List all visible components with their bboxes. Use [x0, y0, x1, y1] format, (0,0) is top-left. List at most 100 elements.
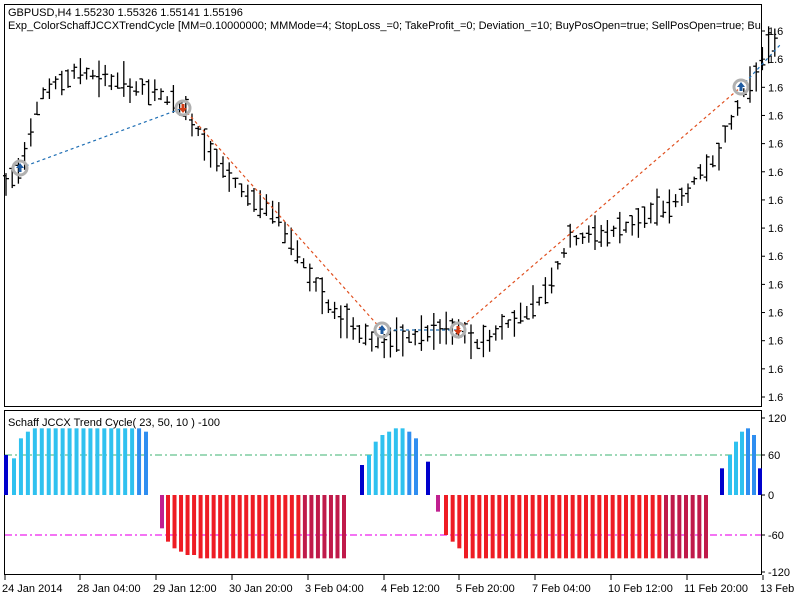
histogram-bar-negative	[283, 495, 288, 559]
time-axis-label: 11 Feb 20:00	[684, 583, 748, 595]
buy-marker-ring	[373, 321, 391, 339]
price-axis-label: 1.6	[768, 195, 783, 207]
histogram-bar-positive	[137, 428, 142, 495]
price-axis-label: 1.6	[768, 392, 783, 404]
histogram-bar-positive	[81, 428, 86, 495]
histogram-bar-negative	[302, 495, 307, 559]
histogram-bar-positive	[144, 431, 148, 495]
histogram-bar-negative	[624, 495, 628, 559]
histogram-bar-positive	[752, 435, 756, 495]
price-axis-label: 1.6	[768, 336, 783, 348]
histogram-bar-negative	[564, 495, 568, 559]
histogram-bar-negative	[510, 495, 515, 559]
histogram-bar-negative	[497, 495, 502, 559]
histogram-bar-negative	[224, 495, 229, 559]
histogram-bar-negative	[450, 495, 455, 542]
histogram-bar-positive	[32, 428, 37, 495]
histogram-bar-positive	[39, 428, 44, 495]
histogram-bar-negative	[604, 495, 608, 559]
histogram-bar-negative	[704, 495, 708, 559]
histogram-bar-negative	[205, 495, 210, 559]
histogram-bar-positive	[4, 455, 8, 495]
indicator-axis-label: -120	[768, 567, 790, 579]
sell-arrow-icon	[179, 104, 187, 113]
buy-arrow-icon	[16, 163, 24, 172]
histogram-bar-positive	[74, 428, 79, 495]
histogram-bar-negative	[160, 495, 164, 529]
histogram-bar-negative	[289, 495, 294, 559]
price-pane-frame	[4, 4, 762, 407]
histogram-bar-positive	[373, 441, 378, 495]
histogram-bar-negative	[650, 495, 655, 559]
histogram-bar-negative	[677, 495, 682, 559]
histogram-bar-negative	[296, 495, 301, 559]
sell-marker-ring	[449, 321, 467, 339]
indicator-label: Schaff JCCX Trend Cycle( 23, 50, 10 ) -1…	[8, 417, 220, 429]
histogram-bar-negative	[192, 495, 197, 555]
price-axis: 1.6 1.6 1.6 1.6 1.6 1.6 1.6 1.6 1.6 1.6 1.6 1.6 1.6 1…	[761, 26, 783, 404]
histogram-bar-negative	[537, 495, 542, 559]
histogram-bar-negative	[690, 495, 695, 559]
histogram-bar-positive	[758, 468, 762, 495]
histogram-bar-negative	[270, 495, 275, 559]
indicator-axis-label: 60	[768, 450, 780, 462]
indicator-axis-label: 0	[768, 490, 774, 502]
histogram-bar-negative	[484, 495, 488, 559]
histogram-bar-negative	[322, 495, 327, 559]
histogram-bar-negative	[570, 495, 575, 559]
histogram-bar-negative	[550, 495, 555, 559]
price-axis-label: 1.6	[768, 26, 783, 38]
histogram-bar-positive	[102, 428, 107, 495]
histogram-bar-negative	[436, 495, 440, 512]
price-axis-label: 1.6	[768, 364, 783, 376]
indicator-axis-label: 120	[768, 413, 786, 425]
trade-lines	[19, 44, 781, 331]
sell-marker-ring	[174, 99, 192, 117]
time-axis-label: 7 Feb 04:00	[532, 583, 591, 595]
histogram-bar-positive	[360, 465, 364, 495]
buy-marker-ring	[732, 78, 750, 96]
histogram-bar-negative	[309, 495, 314, 559]
histogram-bar-positive	[53, 428, 58, 495]
time-axis: 24 Jan 2014 28 Jan 04:00 29 Jan 12:00 30 Ja…	[2, 575, 794, 595]
time-axis-label: 29 Jan 12:00	[153, 583, 217, 595]
symbol-quote-label: GBPUSD,H4 1.55230 1.55326 1.55141 1.5519…	[8, 7, 243, 19]
trade-connector-line	[19, 107, 184, 169]
histogram-bar-negative	[670, 495, 675, 559]
histogram-bar-negative	[517, 495, 522, 559]
histogram-bar-negative	[179, 495, 184, 552]
histogram-bar-negative	[263, 495, 268, 559]
histogram-bar-positive	[380, 435, 385, 495]
histogram-bar-negative	[637, 495, 642, 559]
buy-arrow-icon	[378, 325, 386, 334]
histogram-bar-negative	[617, 495, 622, 559]
histogram-bar-negative	[504, 495, 508, 559]
histogram-bar-negative	[276, 495, 281, 559]
histogram-bar-negative	[530, 495, 535, 559]
histogram-bar-positive	[387, 431, 392, 495]
histogram-bar-negative	[630, 495, 635, 559]
expert-params-label: Exp_ColorSchaffJCCXTrendCycle [MM=0.1000…	[8, 20, 761, 32]
histogram-bar-negative	[166, 495, 170, 542]
histogram-bar-positive	[400, 428, 405, 495]
time-axis-label: 13 Feb	[760, 583, 794, 595]
indicator-axis-label: -60	[768, 530, 784, 542]
time-axis-label: 4 Feb 12:00	[381, 583, 440, 595]
time-axis-label: 5 Feb 20:00	[456, 583, 515, 595]
histogram-bar-negative	[657, 495, 662, 559]
indicator-histogram	[4, 428, 762, 559]
time-axis-label: 24 Jan 2014	[2, 583, 63, 595]
buy-marker-ring	[11, 159, 29, 177]
histogram-bar-positive	[740, 431, 744, 495]
histogram-bar-negative	[477, 495, 482, 559]
price-axis-label: 1.6	[768, 279, 783, 291]
histogram-bar-positive	[746, 428, 750, 495]
trade-connector-line	[457, 86, 742, 331]
histogram-bar-negative	[328, 495, 333, 559]
histogram-bar-positive	[109, 428, 114, 495]
histogram-bar-negative	[457, 495, 462, 549]
price-axis-label: 1.6	[768, 223, 783, 235]
time-axis-label: 3 Feb 04:00	[305, 583, 364, 595]
